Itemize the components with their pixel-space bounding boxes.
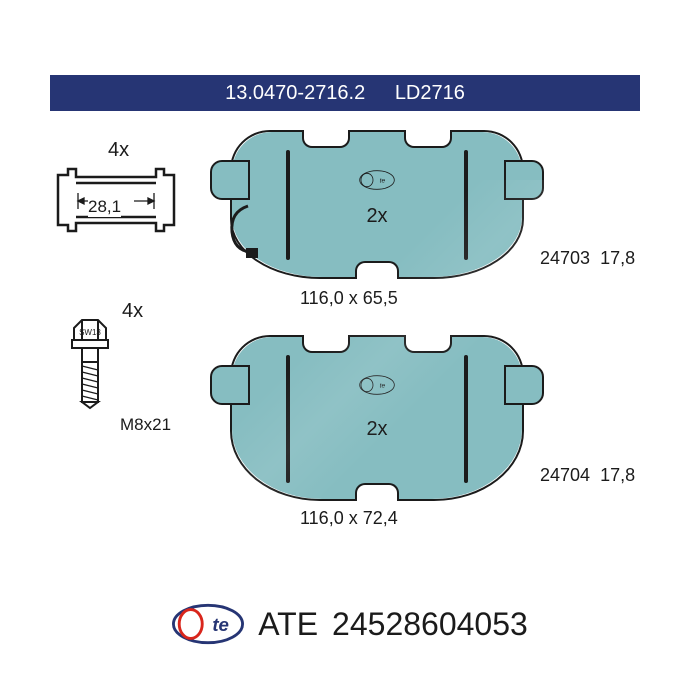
pad-lower-slot-right <box>464 355 468 483</box>
pad-lower-ear-right <box>504 365 544 405</box>
bolt-spec: M8x21 <box>120 415 171 435</box>
pad-lower-ref: 24704 <box>540 465 590 485</box>
pad-upper-bottom-notch <box>355 261 399 279</box>
pad-upper-thickness: 17,8 <box>600 248 635 268</box>
pad-upper-qty: 2x <box>327 205 427 228</box>
bolt-svg: SW13 <box>60 300 120 420</box>
footer-brand: ATE <box>258 606 318 643</box>
pad-upper-notch-left <box>302 130 350 148</box>
pad-lower-bottom-notch <box>355 483 399 501</box>
clip-shim-drawing: 4x 28,1 <box>48 135 198 255</box>
pad-upper-slot-left <box>286 150 290 260</box>
pad-lower-notch-left <box>302 335 350 353</box>
ate-logo-small-icon: te <box>357 373 397 397</box>
pad-lower-thickness: 17,8 <box>600 465 635 485</box>
pad-upper-ref: 24703 <box>540 248 590 268</box>
wear-sensor-icon <box>226 202 266 262</box>
header-part-number: 13.0470-2716.2 <box>225 75 365 111</box>
footer-sku: 24528604053 <box>332 606 528 643</box>
bolt-qty-label: 4x <box>122 300 143 323</box>
header-bar: 13.0470-2716.2 LD2716 <box>50 75 640 111</box>
bolt-hex-label: SW13 <box>79 328 101 337</box>
pad-upper-dimensions: 116,0 x 65,5 <box>300 288 398 309</box>
ate-logo-small-icon: te <box>357 168 397 192</box>
pad-lower-slot-left <box>286 355 290 483</box>
pad-upper-slot-right <box>464 150 468 260</box>
header-code: LD2716 <box>395 75 465 111</box>
svg-text:te: te <box>213 614 230 635</box>
pad-upper-ear-right <box>504 160 544 200</box>
pad-upper-notch-right <box>404 130 452 148</box>
pad-upper-ear-left <box>210 160 250 200</box>
pad-lower-qty: 2x <box>327 418 427 441</box>
clip-width-mm: 28,1 <box>88 197 121 217</box>
footer: te ATE 24528604053 <box>0 594 700 654</box>
ate-logo-icon: te <box>172 602 244 646</box>
pad-upper-ref-thickness: 24703 17,8 <box>540 248 635 269</box>
pad-lower: te 2x <box>230 335 524 501</box>
pad-lower-ref-thickness: 24704 17,8 <box>540 465 635 486</box>
pad-upper: te 2x <box>230 130 524 279</box>
svg-text:te: te <box>380 383 386 390</box>
svg-text:te: te <box>380 178 386 185</box>
pad-lower-dimensions: 116,0 x 72,4 <box>300 508 398 529</box>
pad-lower-ear-left <box>210 365 250 405</box>
pad-lower-notch-right <box>404 335 452 353</box>
clip-svg <box>48 135 188 255</box>
bolt-drawing: 4x <box>60 300 200 450</box>
diagram-canvas: 13.0470-2716.2 LD2716 4x 28,1 4x <box>0 0 700 700</box>
